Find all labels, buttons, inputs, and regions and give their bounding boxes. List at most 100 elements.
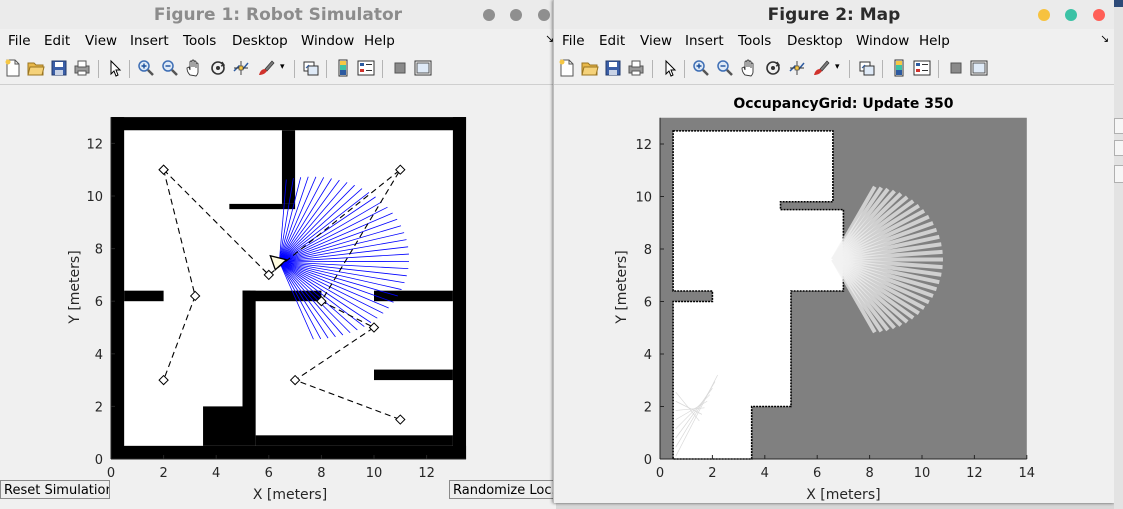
lidar-ray	[279, 261, 398, 297]
zoom-out-icon[interactable]	[716, 59, 734, 77]
background-control	[1114, 118, 1123, 134]
window-title: Figure 2: Map	[767, 5, 901, 25]
menu-bar: File Edit View Insert Tools Desktop Wind…	[554, 30, 1114, 52]
maximize-button[interactable]	[1065, 9, 1077, 21]
rotate-3d-icon[interactable]	[764, 59, 782, 77]
menu-view[interactable]: View	[640, 33, 673, 49]
toolbar-separator	[326, 60, 327, 78]
legend-icon[interactable]	[357, 59, 375, 77]
lidar-ray	[278, 179, 287, 262]
print-icon[interactable]	[627, 59, 645, 77]
wall-right	[452, 117, 467, 459]
minimize-button[interactable]	[483, 9, 495, 21]
robot-simulator-axes[interactable]: 0 2 4 6 8 10 12 0 2 4 6 8 10 12 X [meters] Y [meters]	[0, 86, 556, 509]
menu-window[interactable]: Window	[301, 33, 355, 49]
rotate-3d-icon[interactable]	[209, 59, 227, 77]
brush-dropdown-icon[interactable]: ▾	[280, 62, 285, 72]
menu-window[interactable]: Window	[856, 33, 910, 49]
y-tick-label: 10	[86, 190, 103, 205]
wall-bottom	[111, 445, 467, 459]
menu-insert[interactable]: Insert	[685, 33, 724, 49]
minimize-button[interactable]	[1038, 9, 1050, 21]
menu-insert[interactable]: Insert	[130, 33, 169, 49]
zoom-in-icon[interactable]	[137, 59, 155, 77]
x-tick-label: 12	[418, 466, 435, 481]
maximize-button[interactable]	[510, 9, 522, 21]
lidar-ray	[279, 261, 351, 334]
y-tick-label: 8	[644, 243, 652, 258]
pan-hand-icon[interactable]	[185, 59, 203, 77]
lidar-ray	[278, 261, 329, 339]
toolbar-separator	[382, 60, 383, 78]
zoom-out-icon[interactable]	[161, 59, 179, 77]
toolbar-separator	[684, 60, 685, 78]
pointer-icon[interactable]	[106, 59, 124, 77]
randomize-location-button[interactable]: Randomize Loc...	[449, 480, 555, 499]
link-plot-icon[interactable]	[858, 59, 876, 77]
hide-plot-tools-icon[interactable]	[391, 59, 409, 77]
lidar-ray	[279, 261, 344, 336]
open-file-icon[interactable]	[581, 59, 599, 77]
y-tick-label: 2	[95, 400, 103, 415]
colorbar-icon[interactable]	[890, 59, 908, 77]
wall-top	[111, 117, 467, 131]
y-tick-label: 10	[635, 191, 652, 206]
legend-icon[interactable]	[913, 59, 931, 77]
new-figure-icon[interactable]	[558, 59, 576, 77]
lidar-ray	[278, 176, 317, 262]
toolbar-separator	[129, 60, 130, 78]
robot-simulator-window: Figure 1: Robot Simulator File Edit View…	[0, 0, 556, 509]
x-tick-label: 6	[265, 466, 273, 481]
zoom-in-icon[interactable]	[692, 59, 710, 77]
save-icon[interactable]	[604, 59, 622, 77]
menu-overflow-icon[interactable]: ↘	[545, 32, 555, 45]
menu-file[interactable]: File	[562, 33, 585, 49]
data-cursor-icon[interactable]	[232, 59, 250, 77]
lidar-ray	[279, 261, 372, 323]
link-plot-icon[interactable]	[302, 59, 320, 77]
title-bar[interactable]: Figure 1: Robot Simulator	[0, 0, 556, 29]
reset-simulation-button[interactable]: Reset Simulation	[0, 480, 110, 499]
menu-view[interactable]: View	[85, 33, 118, 49]
close-button[interactable]	[1093, 9, 1105, 21]
pan-hand-icon[interactable]	[740, 59, 758, 77]
close-button[interactable]	[538, 9, 550, 21]
brush-icon[interactable]	[257, 59, 275, 77]
scan-free-cell	[675, 407, 705, 411]
y-tick-label: 4	[95, 348, 103, 363]
print-icon[interactable]	[73, 59, 91, 77]
pointer-icon[interactable]	[661, 59, 679, 77]
menu-help[interactable]: Help	[919, 33, 950, 49]
lidar-ray	[279, 201, 383, 263]
waypoint-marker	[316, 295, 327, 307]
menu-desktop[interactable]: Desktop	[232, 33, 288, 49]
x-axis-label: X [meters]	[806, 487, 880, 503]
menu-desktop[interactable]: Desktop	[787, 33, 843, 49]
lidar-ray	[278, 179, 340, 262]
colorbar-icon[interactable]	[334, 59, 352, 77]
save-icon[interactable]	[50, 59, 68, 77]
menu-file[interactable]: File	[8, 33, 31, 49]
title-bar[interactable]: Figure 2: Map	[554, 0, 1114, 29]
show-plot-tools-icon[interactable]	[970, 59, 988, 77]
lidar-ray	[278, 178, 294, 262]
new-figure-icon[interactable]	[4, 59, 22, 77]
occupancy-grid-axes[interactable]: OccupancyGrid: Update 350 0 2 4 6 8 10 12 14 0 2 4 6…	[554, 86, 1114, 503]
menu-tools[interactable]: Tools	[738, 33, 772, 49]
show-plot-tools-icon[interactable]	[414, 59, 432, 77]
menu-edit[interactable]: Edit	[599, 33, 626, 49]
menu-overflow-icon[interactable]: ↘	[1100, 32, 1110, 45]
robot-marker	[269, 254, 288, 271]
menu-help[interactable]: Help	[364, 33, 395, 49]
open-file-icon[interactable]	[27, 59, 45, 77]
menu-edit[interactable]: Edit	[44, 33, 71, 49]
toolbar-separator	[882, 60, 883, 78]
brush-icon[interactable]	[812, 59, 830, 77]
data-cursor-icon[interactable]	[788, 59, 806, 77]
menu-tools[interactable]: Tools	[183, 33, 217, 49]
y-tick-label: 0	[644, 453, 652, 468]
hide-plot-tools-icon[interactable]	[947, 59, 965, 77]
background-window-edge	[1114, 0, 1123, 7]
lidar-ray	[279, 261, 409, 270]
brush-dropdown-icon[interactable]: ▾	[835, 62, 840, 72]
